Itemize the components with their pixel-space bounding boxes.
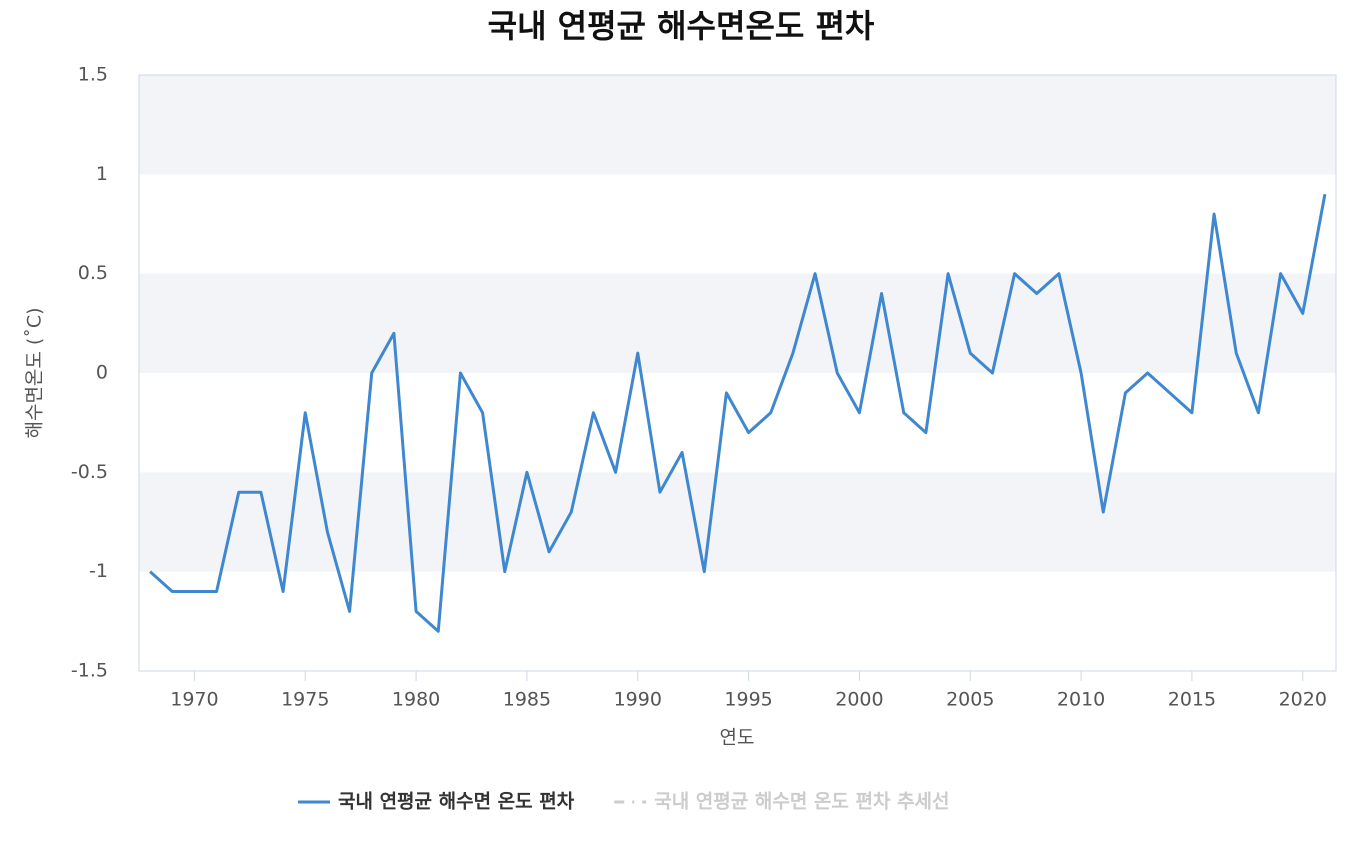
x-tick-label: 1975 [281, 689, 329, 711]
plot-frame [138, 74, 1337, 672]
x-tick-label: 2010 [1057, 689, 1105, 711]
legend-label: 국내 연평균 해수면 온도 편차 추세선 [654, 791, 949, 813]
x-tick-label: 2000 [835, 689, 883, 711]
legend-label: 국내 연평균 해수면 온도 편차 [338, 791, 575, 813]
legend: 국내 연평균 해수면 온도 편차 국내 연평균 해수면 온도 편차 추세선 [298, 791, 950, 813]
x-tick-label: 1995 [724, 689, 772, 711]
x-tick-label: 2020 [1279, 689, 1327, 711]
x-tick-label: 1970 [170, 689, 218, 711]
x-tick-label: 1990 [614, 689, 662, 711]
y-tick-label: 0.5 [78, 262, 108, 284]
x-tick-label: 1985 [503, 689, 551, 711]
grid-band [139, 75, 1336, 175]
y-tick-label: -1 [89, 560, 108, 582]
y-axis-label: 해수면온도 (˚C) [24, 307, 46, 438]
x-tick-label: 2015 [1168, 689, 1216, 711]
y-tick-label: -1.5 [71, 660, 108, 682]
y-tick-label: 0 [96, 362, 108, 384]
data-line [149, 193, 1327, 633]
x-axis-label: 연도 [720, 727, 755, 749]
y-tick-label: 1 [96, 163, 108, 185]
chart-title: 국내 연평균 해수면온도 편차 [488, 7, 875, 45]
y-tick-label: -0.5 [71, 461, 108, 483]
grid-band [139, 472, 1336, 572]
x-tick-label: 2005 [946, 689, 994, 711]
y-tick-label: 1.5 [78, 64, 108, 86]
x-tick-label: 1980 [392, 689, 440, 711]
grid-band [139, 273, 1336, 373]
